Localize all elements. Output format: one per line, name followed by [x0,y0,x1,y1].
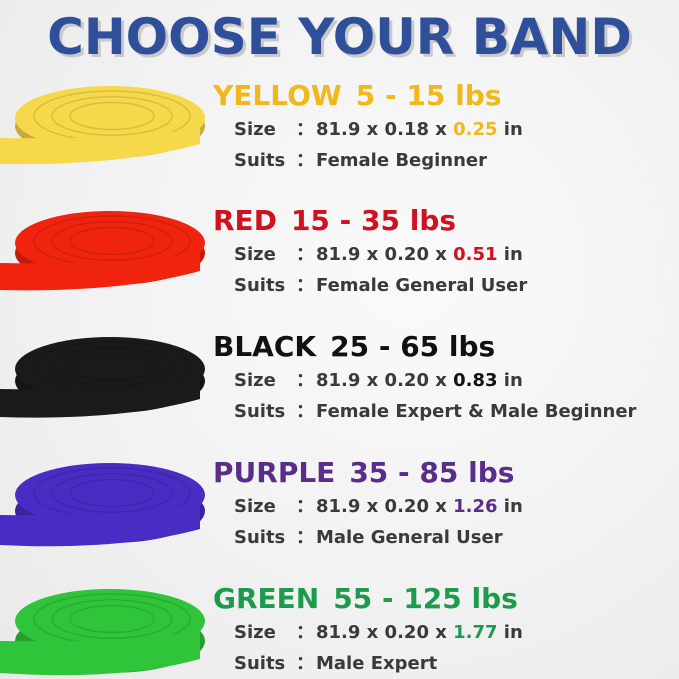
size-value: 81.9 x 0.20 x 1.26 in [316,491,523,522]
colon: ： [296,622,314,643]
colon: ： [296,150,314,171]
colon: ： [296,370,314,391]
size-unit: in [497,119,523,140]
band-weight: 55 - 125 lbs [333,582,518,615]
band-color-name: PURPLE [213,456,336,489]
size-row: Size ： 81.9 x 0.20 x 0.83 in [213,365,679,396]
size-row: Size ： 81.9 x 0.20 x 0.51 in [213,239,679,270]
size-dimensions: 81.9 x 0.20 x [316,370,454,391]
band-section-yellow: YELLOW 5 - 15 lbs Size ： 81.9 x 0.18 x 0.… [213,78,679,176]
suits-row: Suits ： Male General User [213,522,679,553]
colon: ： [296,244,314,265]
size-label: Size [234,119,276,140]
band-purple-icon [0,463,205,547]
suits-value: Male Expert [316,653,438,674]
size-label: Size [234,622,276,643]
band-yellow-icon [0,86,205,165]
size-row: Size ： 81.9 x 0.20 x 1.77 in [213,617,679,648]
suits-row: Suits ： Female Expert & Male Beginner [213,396,679,427]
band-section-red: RED 15 - 35 lbs Size ： 81.9 x 0.20 x 0.51… [213,203,679,301]
suits-row: Suits ： Male Expert [213,648,679,679]
size-width: 0.83 [453,370,498,391]
size-unit: in [497,370,523,391]
size-width: 1.77 [453,622,498,643]
band-color-name: RED [213,204,277,237]
size-value: 81.9 x 0.20 x 0.51 in [316,239,523,270]
suits-value: Female General User [316,275,528,296]
size-dimensions: 81.9 x 0.18 x [316,119,454,140]
band-section-purple: PURPLE 35 - 85 lbs Size ： 81.9 x 0.20 x 1… [213,455,679,553]
band-black-icon [0,337,205,418]
band-weight: 15 - 35 lbs [290,204,457,237]
size-width: 0.51 [453,244,498,265]
band-green-icon [0,589,205,676]
suits-value: Female Beginner [316,150,488,171]
band-color-name: BLACK [213,330,317,363]
size-dimensions: 81.9 x 0.20 x [316,244,454,265]
page-title: CHOOSE YOUR BAND [47,8,632,66]
colon: ： [296,275,314,296]
band-heading: YELLOW 5 - 15 lbs [213,78,679,114]
size-unit: in [497,496,523,517]
suits-value: Male General User [316,527,503,548]
band-heading: RED 15 - 35 lbs [213,203,679,239]
size-dimensions: 81.9 x 0.20 x [316,622,454,643]
band-section-black: BLACK 25 - 65 lbs Size ： 81.9 x 0.20 x 0.… [213,329,679,427]
suits-row: Suits ： Female Beginner [213,145,679,176]
size-value: 81.9 x 0.20 x 1.77 in [316,617,523,648]
size-label: Size [234,370,276,391]
suits-label: Suits [234,527,286,548]
suits-label: Suits [234,275,286,296]
band-heading: BLACK 25 - 65 lbs [213,329,679,365]
size-label: Size [234,496,276,517]
suits-label: Suits [234,653,286,674]
size-row: Size ： 81.9 x 0.20 x 1.26 in [213,491,679,522]
size-width: 0.25 [453,119,498,140]
size-unit: in [497,622,523,643]
size-value: 81.9 x 0.20 x 0.83 in [316,365,523,396]
size-unit: in [497,244,523,265]
suits-label: Suits [234,401,286,422]
band-section-green: GREEN 55 - 125 lbs Size ： 81.9 x 0.20 x 1… [213,581,679,679]
colon: ： [296,496,314,517]
suits-row: Suits ： Female General User [213,270,679,301]
band-weight: 25 - 65 lbs [330,330,496,363]
suits-label: Suits [234,150,286,171]
size-row: Size ： 81.9 x 0.18 x 0.25 in [213,114,679,145]
band-heading: PURPLE 35 - 85 lbs [213,455,679,491]
colon: ： [296,527,314,548]
size-dimensions: 81.9 x 0.20 x [316,496,454,517]
size-width: 1.26 [453,496,498,517]
band-color-name: YELLOW [213,79,342,112]
band-color-name: GREEN [213,582,320,615]
band-red-icon [0,211,205,291]
colon: ： [296,653,314,674]
band-weight: 35 - 85 lbs [349,456,515,489]
suits-value: Female Expert & Male Beginner [316,401,637,422]
size-label: Size [234,244,276,265]
band-weight: 5 - 15 lbs [355,79,502,112]
colon: ： [296,401,314,422]
size-value: 81.9 x 0.18 x 0.25 in [316,114,523,145]
colon: ： [296,119,314,140]
band-heading: GREEN 55 - 125 lbs [213,581,679,617]
